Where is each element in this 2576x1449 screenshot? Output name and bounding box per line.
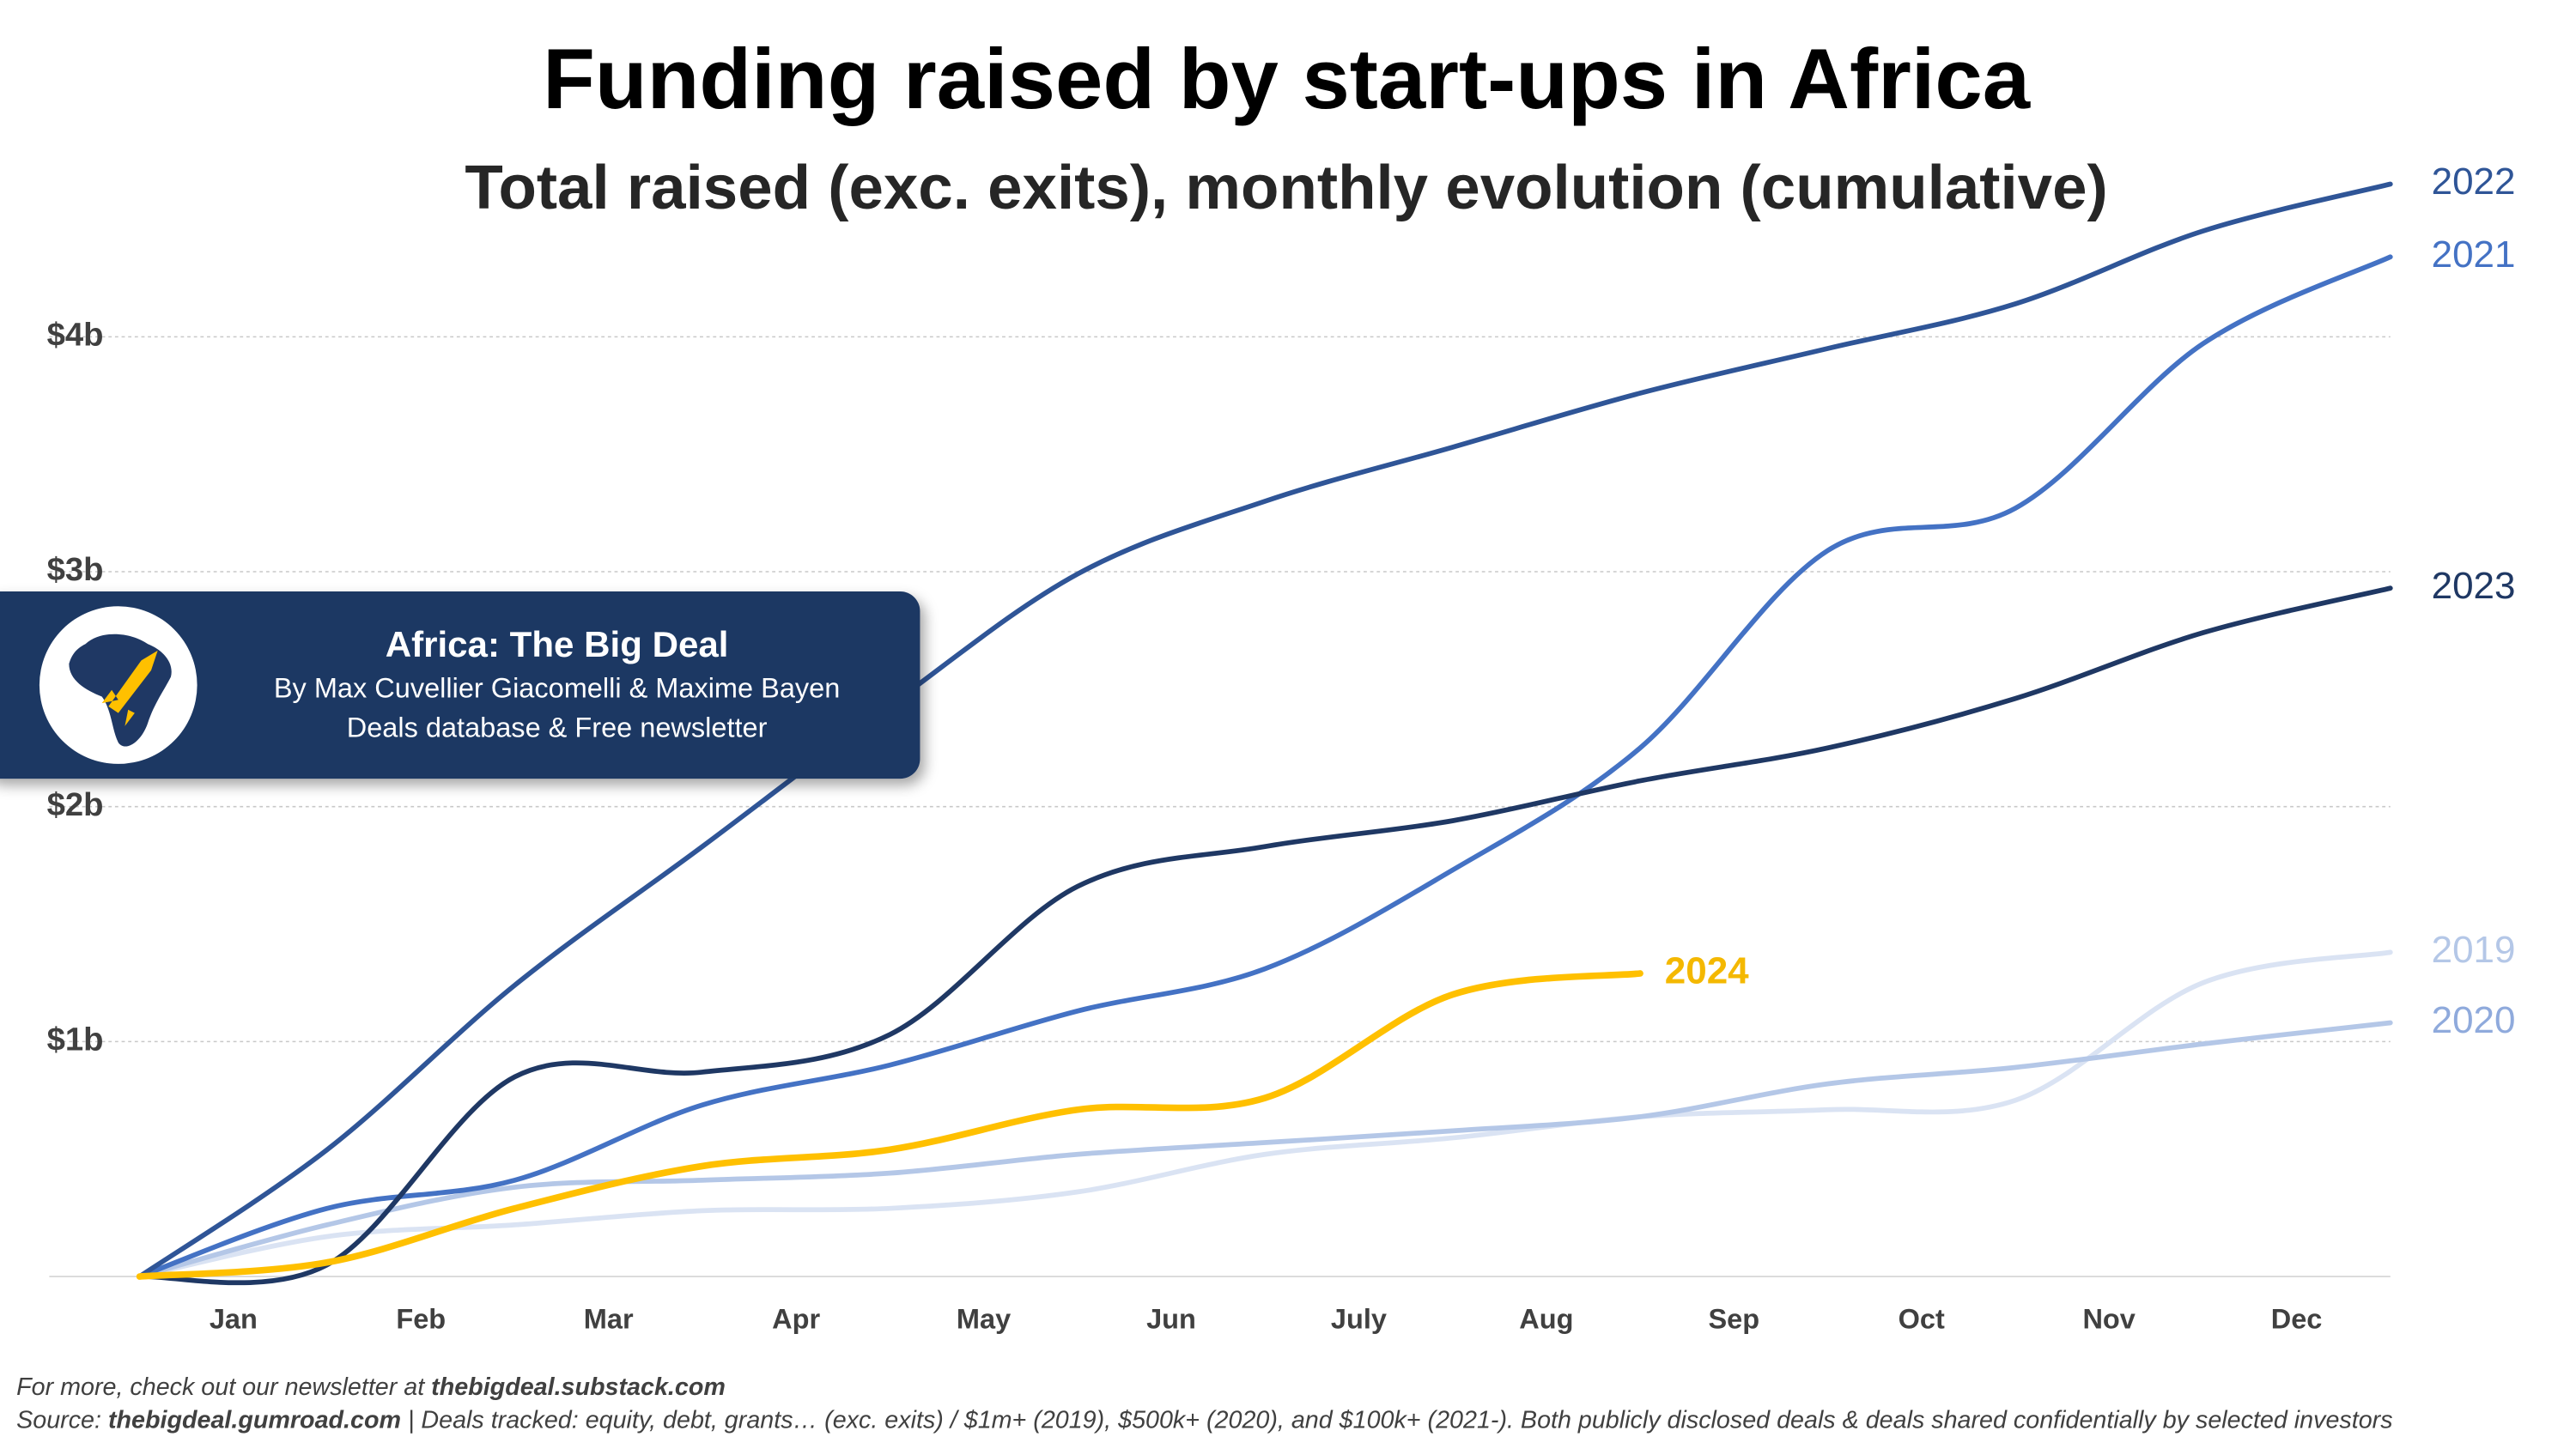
x-tick-label: Oct	[1899, 1303, 1945, 1334]
logo-rocket	[101, 650, 158, 726]
series-label: 2023	[2432, 565, 2516, 607]
series-line	[137, 181, 2393, 1279]
x-tick-label: Dec	[2271, 1303, 2323, 1334]
footer-source-link: thebigdeal.gumroad.com	[108, 1406, 401, 1434]
banner-title: Africa: The Big Deal	[386, 624, 729, 664]
series-label: 2024	[1665, 950, 1749, 992]
y-tick-label: $4b	[47, 316, 104, 353]
footer-note-link: thebigdeal.substack.com	[431, 1373, 726, 1401]
series-line	[137, 585, 2393, 1286]
chart-title: Funding raised by start-ups in Africa	[543, 32, 2031, 127]
plot-area: $1b $2b $3b $4b Jan Feb Mar Apr May Jun July Aug Sep…	[47, 161, 2516, 1334]
x-tick-label: Sep	[1708, 1303, 1759, 1334]
series-label: 2020	[2432, 999, 2516, 1041]
series-label: 2019	[2432, 929, 2516, 971]
x-tick-label: Mar	[584, 1303, 634, 1334]
series-line	[137, 1020, 2393, 1279]
footer-source: Source: thebigdeal.gumroad.com | Deals t…	[16, 1406, 2392, 1434]
x-tick-label: Jan	[210, 1303, 258, 1334]
y-tick-label: $2b	[47, 786, 104, 823]
y-tick-label: $1b	[47, 1021, 104, 1058]
footer-source-text: Source:	[16, 1406, 108, 1434]
series-line	[136, 970, 1643, 1280]
x-tick-label: Aug	[1519, 1303, 1573, 1334]
chart-subtitle: Total raised (exc. exits), monthly evolu…	[465, 153, 2107, 222]
series-label: 2021	[2432, 233, 2516, 276]
footer-note-text: For more, check out our newsletter at	[16, 1373, 431, 1401]
x-tick-label: Apr	[772, 1303, 820, 1334]
series-line	[137, 254, 2393, 1279]
banner-tagline: Deals database & Free newsletter	[347, 712, 768, 743]
footer-note: For more, check out our newsletter at th…	[16, 1373, 726, 1401]
banner-box	[0, 591, 920, 779]
banner: Africa: The Big Deal By Max Cuvellier Gi…	[0, 591, 920, 779]
x-tick-label: Jun	[1146, 1303, 1196, 1334]
footer-source-rest: | Deals tracked: equity, debt, grants… (…	[401, 1406, 2393, 1434]
series-line	[137, 949, 2393, 1279]
x-tick-label: July	[1331, 1303, 1387, 1334]
y-tick-label: $3b	[47, 551, 104, 588]
x-tick-label: May	[957, 1303, 1011, 1334]
banner-authors: By Max Cuvellier Giacomelli & Maxime Bay…	[274, 672, 840, 703]
x-tick-label: Nov	[2082, 1303, 2135, 1334]
series-label: 2022	[2432, 161, 2516, 203]
x-tick-label: Feb	[396, 1303, 446, 1334]
